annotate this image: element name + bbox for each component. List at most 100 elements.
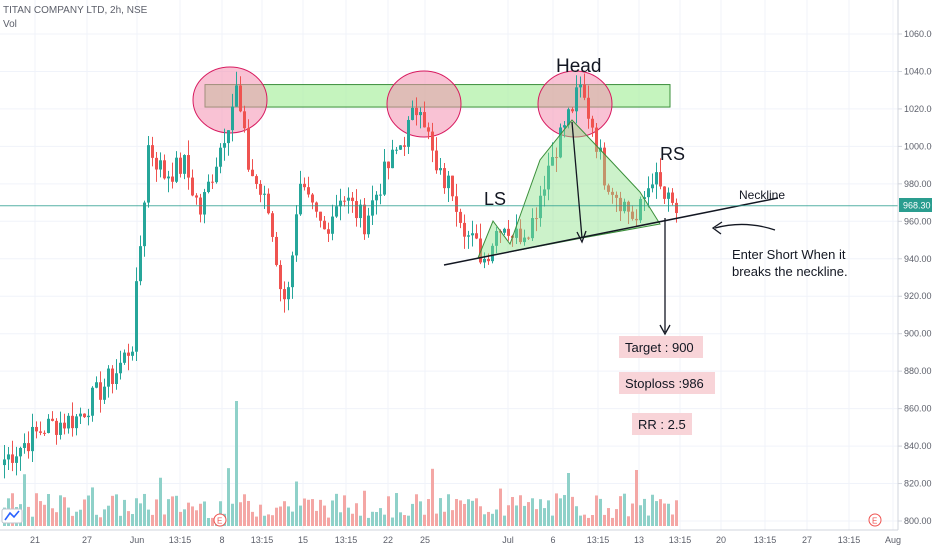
x-tick-label: 6 bbox=[550, 535, 555, 545]
candle-body bbox=[595, 127, 598, 152]
volume-bar bbox=[151, 514, 154, 526]
volume-bar bbox=[199, 503, 202, 526]
volume-bar bbox=[123, 499, 126, 526]
candle-body bbox=[515, 228, 518, 238]
volume-bar bbox=[263, 515, 266, 526]
volume-bar bbox=[127, 511, 130, 526]
candle-body bbox=[55, 420, 58, 435]
x-tick-label: 22 bbox=[383, 535, 393, 545]
volume-bar bbox=[631, 503, 634, 526]
candle-body bbox=[263, 193, 266, 195]
volume-bar bbox=[535, 509, 538, 526]
candle-body bbox=[179, 157, 182, 174]
candle-body bbox=[411, 107, 414, 120]
candle-body bbox=[127, 352, 130, 356]
pattern-area bbox=[477, 119, 661, 259]
y-tick-label: 1000.00 bbox=[904, 141, 932, 151]
arrow-head bbox=[659, 324, 671, 336]
candle-body bbox=[431, 131, 434, 151]
x-tick-label: Aug bbox=[885, 535, 901, 545]
volume-bar bbox=[455, 498, 458, 526]
last-price-value: 968.30 bbox=[903, 201, 931, 211]
candle-body bbox=[19, 447, 22, 457]
y-tick-label: 1040.00 bbox=[904, 66, 932, 76]
volume-bar bbox=[247, 500, 250, 526]
volume-bar bbox=[279, 506, 282, 526]
volume-bar bbox=[103, 509, 106, 526]
candle-body bbox=[439, 168, 442, 171]
candle-body bbox=[635, 218, 638, 221]
candle-body bbox=[303, 183, 306, 188]
candle-body bbox=[563, 125, 566, 128]
volume-bar bbox=[211, 517, 214, 526]
volume-bar bbox=[463, 503, 466, 526]
candle-body bbox=[187, 155, 190, 178]
y-tick-label: 980.00 bbox=[904, 179, 932, 189]
candle-body bbox=[659, 172, 662, 187]
candle-body bbox=[571, 109, 574, 112]
volume-bar bbox=[43, 504, 46, 526]
y-tick-label: 920.00 bbox=[904, 291, 932, 301]
candle-body bbox=[639, 198, 642, 221]
candle-body bbox=[271, 213, 274, 237]
y-tick-label: 840.00 bbox=[904, 441, 932, 451]
candle-body bbox=[243, 111, 246, 129]
volume-bar bbox=[507, 505, 510, 526]
volume-bar bbox=[387, 496, 390, 526]
volume-bar bbox=[183, 509, 186, 526]
price-axis[interactable]: 1060.00 1040.00 1020.00 1000.00 980.00 960.00… bbox=[897, 0, 932, 530]
volume-bar bbox=[195, 510, 198, 526]
candle-body bbox=[647, 188, 650, 198]
volume-bar bbox=[671, 514, 674, 526]
candle-body bbox=[379, 194, 382, 196]
candle-body bbox=[471, 233, 474, 236]
volume-bar bbox=[35, 493, 38, 526]
candle-body bbox=[235, 85, 238, 107]
volume-bar bbox=[655, 501, 658, 526]
candle-body bbox=[203, 192, 206, 215]
candle-body bbox=[71, 415, 74, 429]
volume-bar bbox=[175, 495, 178, 526]
candle-body bbox=[219, 147, 222, 167]
earnings-icon[interactable]: E bbox=[868, 513, 882, 527]
x-tick-label: 13:15 bbox=[669, 535, 692, 545]
svg-text:E: E bbox=[872, 517, 877, 526]
candle-body bbox=[287, 287, 290, 300]
candle-body bbox=[115, 373, 118, 384]
candle-body bbox=[67, 415, 70, 429]
candle-body bbox=[643, 197, 646, 199]
candle-body bbox=[375, 194, 378, 201]
candle-body bbox=[207, 181, 210, 193]
candlesticks bbox=[3, 71, 678, 479]
volume-bar bbox=[379, 508, 382, 526]
volume-bar bbox=[587, 517, 590, 526]
volume-bar bbox=[399, 512, 402, 526]
candle-body bbox=[3, 459, 6, 466]
candle-body bbox=[119, 362, 122, 374]
candle-body bbox=[135, 281, 138, 352]
volume-bar bbox=[527, 502, 530, 526]
candle-body bbox=[167, 176, 170, 179]
volume-bar bbox=[519, 495, 522, 526]
time-axis[interactable]: 21 27 Jun 13:15 8 13:15 15 13:15 22 25 Jul 6 13:15 13… bbox=[0, 529, 901, 545]
y-tick-label: 880.00 bbox=[904, 366, 932, 376]
volume-label: Vol bbox=[3, 19, 17, 30]
candle-body bbox=[39, 431, 42, 433]
candle-body bbox=[663, 186, 666, 199]
volume-bar bbox=[355, 503, 358, 526]
volume-bar bbox=[191, 506, 194, 526]
y-tick-label: 1060.00 bbox=[904, 29, 932, 39]
volume-bar bbox=[619, 496, 622, 526]
candle-body bbox=[363, 204, 366, 235]
candle-body bbox=[307, 187, 310, 195]
tradingview-logo[interactable] bbox=[1, 508, 23, 524]
volume-bar bbox=[59, 495, 62, 526]
x-tick-label: 25 bbox=[420, 535, 430, 545]
volume-bar bbox=[31, 516, 34, 526]
candle-body bbox=[459, 211, 462, 223]
earnings-icon[interactable]: E bbox=[213, 513, 227, 527]
candle-body bbox=[283, 289, 286, 300]
candle-body bbox=[507, 228, 510, 236]
candle-body bbox=[355, 201, 358, 219]
